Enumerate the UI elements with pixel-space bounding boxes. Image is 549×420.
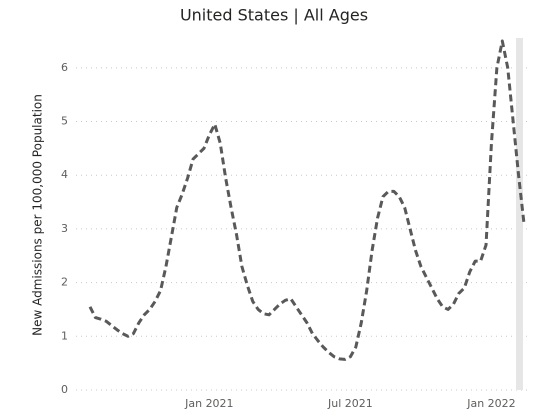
- y-axis-title: New Admissions per 100,000 Population: [31, 94, 45, 336]
- y-tick-label: 4: [61, 168, 68, 181]
- x-tick-label: Jan 2021: [184, 397, 233, 410]
- y-tick-label: 3: [61, 222, 68, 235]
- y-tick-label: 0: [61, 383, 68, 396]
- x-tick-label: Jul 2021: [327, 397, 373, 410]
- y-tick-label: 6: [61, 61, 68, 74]
- y-tick-label: 2: [61, 276, 68, 289]
- y-tick-label: 1: [61, 329, 68, 342]
- highlight-band: [516, 38, 523, 390]
- x-tick-label: Jan 2022: [466, 397, 515, 410]
- y-tick-label: 5: [61, 115, 68, 128]
- data-line: [88, 39, 526, 361]
- chart-title: United States | All Ages: [180, 6, 368, 25]
